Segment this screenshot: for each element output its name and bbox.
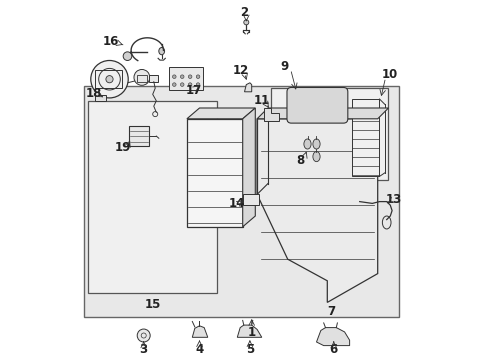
Text: 16: 16 xyxy=(103,35,119,48)
Polygon shape xyxy=(95,92,106,101)
Ellipse shape xyxy=(307,108,313,115)
Text: 10: 10 xyxy=(382,68,398,81)
Text: 1: 1 xyxy=(247,327,255,339)
Bar xyxy=(129,126,149,146)
Polygon shape xyxy=(244,83,251,92)
Bar xyxy=(149,75,158,82)
Bar xyxy=(84,86,399,317)
Polygon shape xyxy=(192,326,207,337)
Ellipse shape xyxy=(91,60,128,98)
Bar xyxy=(95,70,122,88)
Ellipse shape xyxy=(159,48,164,55)
Text: 4: 4 xyxy=(195,343,203,356)
Text: 14: 14 xyxy=(228,197,244,210)
Ellipse shape xyxy=(188,83,192,86)
Text: 3: 3 xyxy=(140,343,147,356)
Bar xyxy=(352,99,379,176)
Ellipse shape xyxy=(172,75,176,78)
Ellipse shape xyxy=(134,69,149,85)
Polygon shape xyxy=(242,108,255,227)
Bar xyxy=(168,67,203,90)
Text: 6: 6 xyxy=(329,343,337,356)
Bar xyxy=(271,88,387,180)
Text: 19: 19 xyxy=(114,141,131,154)
Text: 17: 17 xyxy=(185,84,201,97)
Ellipse shape xyxy=(244,20,248,25)
Ellipse shape xyxy=(188,75,192,78)
Ellipse shape xyxy=(137,329,150,342)
Text: 11: 11 xyxy=(253,94,269,107)
Bar xyxy=(88,101,217,293)
Ellipse shape xyxy=(180,83,183,86)
FancyBboxPatch shape xyxy=(286,87,347,123)
Text: 15: 15 xyxy=(144,298,161,311)
Ellipse shape xyxy=(106,76,113,83)
Polygon shape xyxy=(257,108,387,119)
Polygon shape xyxy=(257,119,377,302)
Polygon shape xyxy=(264,108,278,121)
Ellipse shape xyxy=(196,75,200,78)
Text: 8: 8 xyxy=(296,154,304,167)
Ellipse shape xyxy=(123,52,132,60)
Ellipse shape xyxy=(303,139,310,149)
Polygon shape xyxy=(316,328,349,346)
Ellipse shape xyxy=(172,83,176,86)
Text: 2: 2 xyxy=(240,6,248,19)
Bar xyxy=(242,194,258,205)
Ellipse shape xyxy=(312,152,320,162)
Polygon shape xyxy=(186,108,255,119)
Text: 5: 5 xyxy=(245,343,253,356)
Bar xyxy=(136,75,147,82)
Polygon shape xyxy=(237,325,261,337)
Ellipse shape xyxy=(312,139,320,149)
Text: 13: 13 xyxy=(385,193,401,206)
Text: 7: 7 xyxy=(326,305,334,318)
Text: 9: 9 xyxy=(280,60,288,73)
Ellipse shape xyxy=(196,83,200,86)
Bar xyxy=(186,119,242,227)
Text: 12: 12 xyxy=(232,64,248,77)
Text: 18: 18 xyxy=(86,87,102,100)
Ellipse shape xyxy=(180,75,183,78)
